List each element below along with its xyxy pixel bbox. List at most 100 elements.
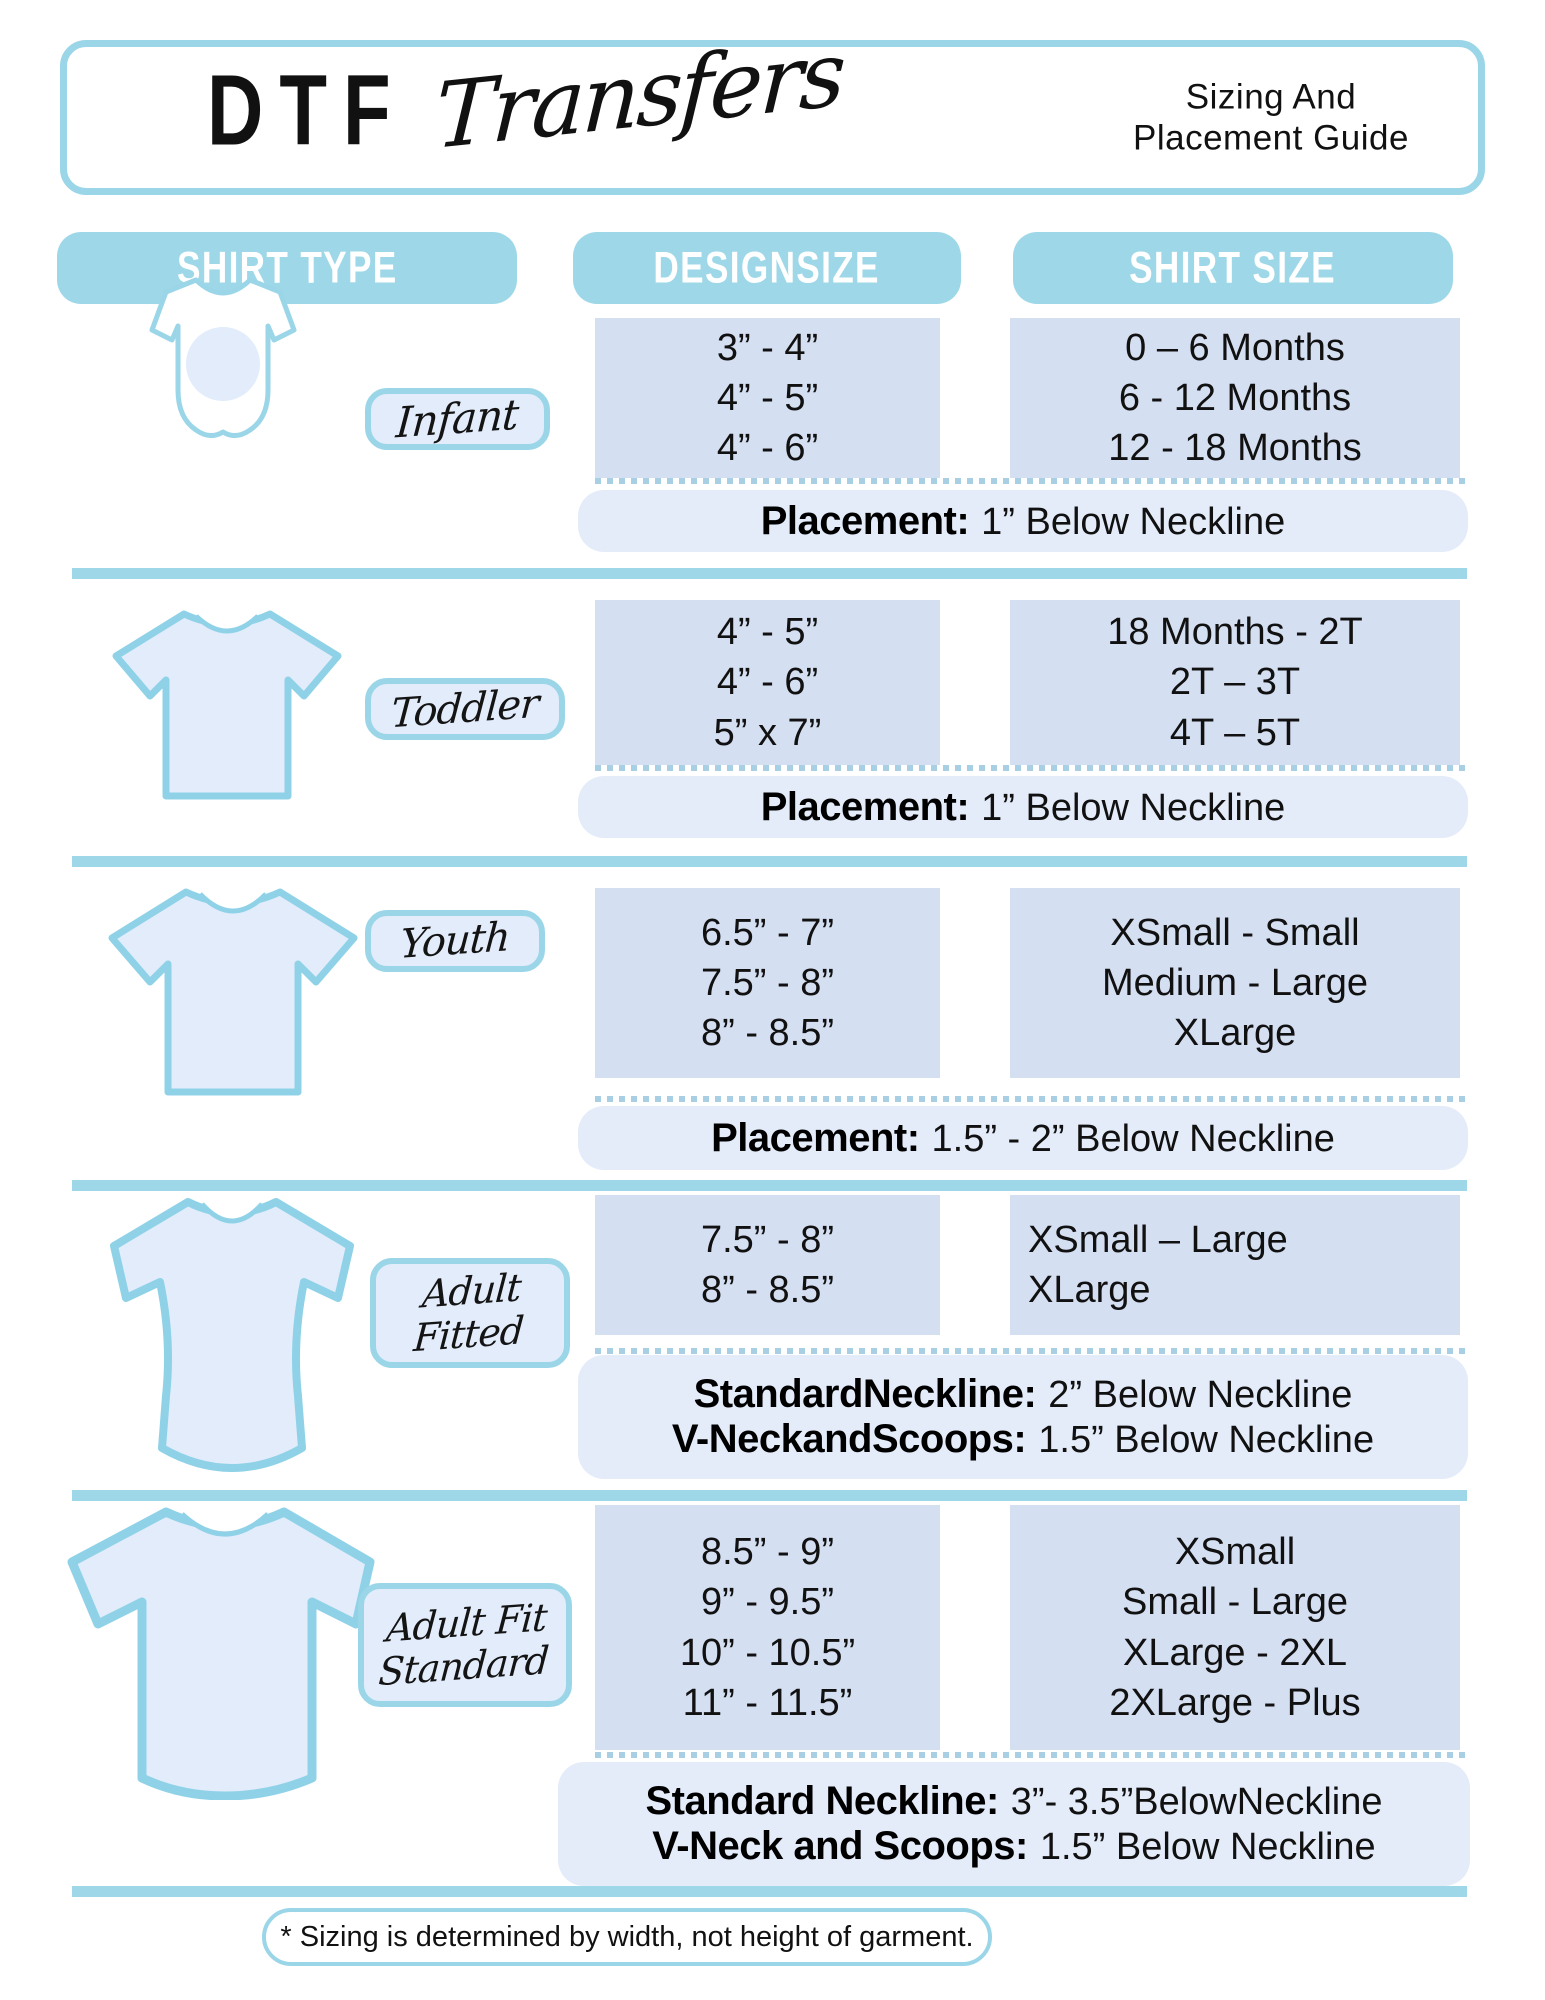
- placement-label: V-Neck and Scoops:: [652, 1824, 1028, 1868]
- header-subtitle: Sizing And Placement Guide: [1106, 76, 1436, 159]
- shirt-type-label-youth: Youth: [398, 914, 512, 968]
- cell: Small - Large: [1122, 1581, 1348, 1624]
- dotted-divider: [595, 1348, 1465, 1354]
- design-size-cells-youth: 6.5” - 7” 7.5” - 8” 8” - 8.5”: [595, 888, 940, 1078]
- row-divider: [72, 568, 1467, 579]
- cell: 8” - 8.5”: [700, 1269, 835, 1311]
- design-size-block-adult-fitted: 7.5” - 8” 8” - 8.5”: [595, 1195, 940, 1335]
- row-divider: [72, 856, 1467, 867]
- column-header-shirt-size-label: SHIRT SIZE: [1129, 242, 1337, 293]
- cell: 4” - 6”: [716, 661, 819, 704]
- cell: XSmall: [1174, 1531, 1296, 1574]
- cell: 8” - 8.5”: [700, 1012, 835, 1055]
- placement-label: StandardNeckline:: [693, 1372, 1037, 1416]
- placement-bar-youth: Placement: 1.5” - 2” Below Neckline: [578, 1106, 1468, 1170]
- cell: 6 - 12 Months: [1118, 376, 1352, 419]
- shirt-type-label-adult-fit-standard: Adult Fit Standard: [377, 1596, 552, 1695]
- cell: 7.5” - 8”: [700, 1218, 835, 1261]
- cell: XSmall - Small: [1110, 911, 1360, 954]
- placement-bar-infant: Placement: 1” Below Neckline: [578, 490, 1468, 552]
- placement-label: V-NeckandScoops:: [671, 1417, 1027, 1461]
- footer-note-text: * Sizing is determined by width, not hei…: [280, 1920, 974, 1953]
- cell: 2T – 3T: [1169, 661, 1301, 704]
- cell: 18 Months - 2T: [1107, 611, 1363, 654]
- fitted-tshirt-icon: [110, 1198, 354, 1472]
- shirt-size-cells-toddler: 18 Months - 2T 2T – 3T 4T – 5T: [1010, 600, 1460, 765]
- onesie-icon: [149, 277, 297, 438]
- cell: 11” - 11.5”: [682, 1681, 853, 1724]
- cell: 7.5” - 8”: [700, 961, 835, 1004]
- placement-label: Placement:: [760, 498, 970, 543]
- tshirt-icon: [112, 610, 342, 800]
- design-size-block-adult-fit-standard: 8.5” - 9” 9” - 9.5” 10” - 10.5” 11” - 11…: [595, 1505, 940, 1750]
- placement-label: Standard Neckline:: [645, 1779, 999, 1823]
- dotted-divider: [595, 1096, 1465, 1102]
- placement-value: 3”- 3.5”BelowNeckline: [1010, 1781, 1383, 1823]
- cell: XLarge - 2XL: [1123, 1631, 1347, 1674]
- placement-line: Standard Neckline: 3”- 3.5”BelowNeckline: [572, 1779, 1456, 1824]
- shirt-size-block-youth: XSmall - Small Medium - Large XLarge: [1010, 888, 1460, 1078]
- dotted-divider: [595, 478, 1465, 484]
- placement-line: V-NeckandScoops: 1.5” Below Neckline: [592, 1417, 1454, 1462]
- placement-line: Placement: 1” Below Neckline: [592, 499, 1454, 544]
- cell: 4T – 5T: [1169, 711, 1301, 754]
- header-subtitle-line1: Sizing And: [1185, 77, 1357, 117]
- column-header-shirt-type-label: SHIRT TYPE: [176, 242, 398, 293]
- header-subtitle-line2: Placement Guide: [1133, 118, 1409, 158]
- placement-value: 2” Below Neckline: [1048, 1374, 1353, 1416]
- shirt-type-badge-youth: Youth: [365, 910, 545, 972]
- placement-label: Placement:: [711, 1115, 920, 1160]
- cell: 0 – 6 Months: [1125, 326, 1345, 369]
- logo-transfers-text: Transfers: [432, 20, 846, 170]
- shirt-size-cells-adult-fit-standard: XSmall Small - Large XLarge - 2XL 2XLarg…: [1010, 1505, 1460, 1750]
- cell: 6.5” - 7”: [700, 911, 835, 954]
- placement-bar-toddler: Placement: 1” Below Neckline: [578, 776, 1468, 838]
- dotted-divider: [595, 1752, 1465, 1758]
- column-header-design-size-label: DESIGNSIZE: [653, 242, 881, 293]
- shirt-type-label-toddler: Toddler: [389, 680, 541, 738]
- cell: XLarge: [1028, 1269, 1151, 1311]
- row-divider: [72, 1490, 1467, 1501]
- placement-line: StandardNeckline: 2” Below Neckline: [592, 1372, 1454, 1417]
- brand-logo: DTF Transfers: [207, 21, 845, 170]
- placement-value: 1.5” - 2” Below Neckline: [931, 1117, 1335, 1160]
- column-header-design-size: DESIGNSIZE: [573, 232, 961, 304]
- shirt-size-cells-youth: XSmall - Small Medium - Large XLarge: [1010, 888, 1460, 1078]
- design-size-cells-toddler: 4” - 5” 4” - 6” 5” x 7”: [595, 600, 940, 765]
- design-size-block-youth: 6.5” - 7” 7.5” - 8” 8” - 8.5”: [595, 888, 940, 1078]
- design-size-block-infant: 3” - 4” 4” - 5” 4” - 6”: [595, 318, 940, 478]
- row-divider: [72, 1886, 1467, 1897]
- cell: XLarge: [1173, 1012, 1297, 1055]
- tshirt-icon: [108, 888, 358, 1096]
- header-card: DTF Transfers Sizing And Placement Guide: [60, 21, 1485, 195]
- cell: 3” - 4”: [716, 326, 819, 369]
- shirt-type-badge-toddler: Toddler: [365, 678, 565, 740]
- tshirt-icon: [67, 1507, 375, 1800]
- logo-dtf-text: DTF: [207, 53, 407, 166]
- placement-bar-adult-fitted: StandardNeckline: 2” Below Neckline V-Ne…: [578, 1355, 1468, 1479]
- design-size-cells-infant: 3” - 4” 4” - 5” 4” - 6”: [595, 318, 940, 478]
- placement-value: 1” Below Neckline: [981, 786, 1286, 829]
- shirt-type-label-adult-fitted: Adult Fitted: [412, 1266, 528, 1361]
- placement-line: Placement: 1.5” - 2” Below Neckline: [592, 1116, 1454, 1161]
- cell: 8.5” - 9”: [700, 1531, 835, 1574]
- dotted-divider: [595, 765, 1465, 771]
- cell: 4” - 5”: [716, 611, 819, 654]
- placement-line: Placement: 1” Below Neckline: [592, 785, 1454, 830]
- cell: 2XLarge - Plus: [1109, 1681, 1361, 1724]
- shirt-type-badge-adult-fitted: Adult Fitted: [370, 1258, 570, 1368]
- design-size-block-toddler: 4” - 5” 4” - 6” 5” x 7”: [595, 600, 940, 765]
- cell: 5” x 7”: [713, 711, 822, 754]
- shirt-type-badge-infant: Infant: [365, 388, 550, 450]
- shirt-type-label-line2: Fitted: [412, 1308, 525, 1361]
- cell: 4” - 6”: [716, 427, 819, 470]
- cell: 12 - 18 Months: [1108, 427, 1362, 470]
- design-size-cells-adult-fitted: 7.5” - 8” 8” - 8.5”: [595, 1195, 940, 1335]
- cell: XSmall – Large: [1028, 1218, 1288, 1261]
- shirt-size-cells-infant: 0 – 6 Months 6 - 12 Months 12 - 18 Month…: [1010, 318, 1460, 478]
- cell: 9” - 9.5”: [700, 1581, 835, 1624]
- shirt-size-cells-adult-fitted: XSmall – Large XLarge: [1010, 1195, 1460, 1335]
- shirt-size-block-toddler: 18 Months - 2T 2T – 3T 4T – 5T: [1010, 600, 1460, 765]
- shirt-size-block-adult-fitted: XSmall – Large XLarge: [1010, 1195, 1460, 1335]
